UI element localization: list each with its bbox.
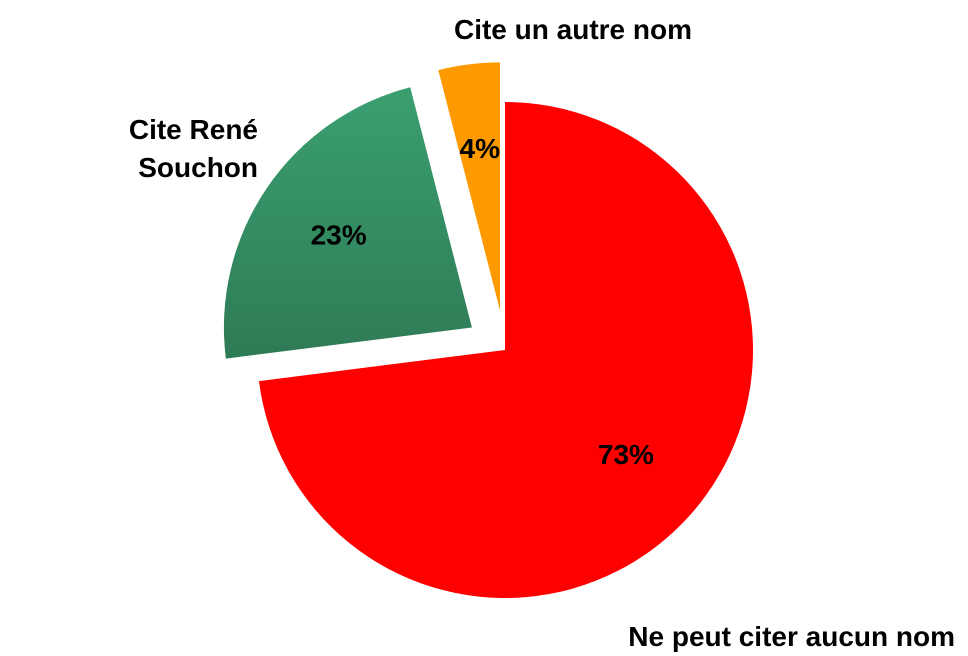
pie-slice: [438, 62, 500, 311]
pie-slice: [258, 102, 753, 598]
category-label: Cite René Souchon: [128, 114, 258, 183]
data-label: 23%: [311, 219, 367, 250]
category-label: Cite un autre nom: [453, 14, 692, 45]
pie-slice: [223, 87, 472, 359]
data-label: 73%: [598, 439, 654, 470]
category-label: Ne peut citer aucun nom: [628, 621, 955, 652]
data-label: 4%: [460, 133, 501, 164]
